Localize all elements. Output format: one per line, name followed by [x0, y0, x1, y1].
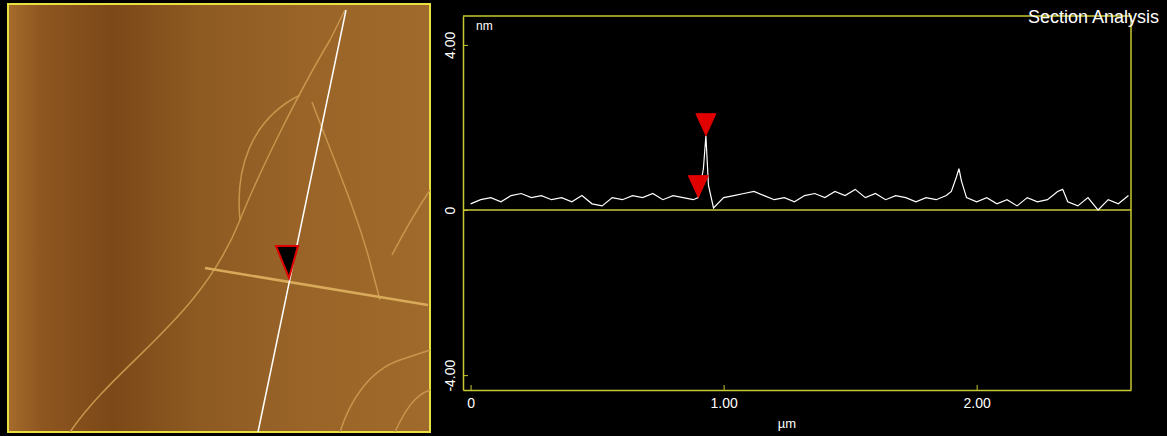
x-tick: 2.00	[964, 385, 991, 411]
y-tick-mark	[463, 45, 468, 46]
y-tick-mark	[463, 375, 468, 376]
fibre	[205, 268, 428, 305]
cursor-marker	[696, 114, 716, 136]
cursor-marker	[688, 176, 708, 198]
x-tick: 0	[467, 385, 475, 411]
y-tick-label: 0	[442, 206, 458, 214]
y-tick-label: -4.00	[442, 359, 458, 391]
fibre	[312, 102, 380, 300]
afm-image	[8, 4, 430, 432]
y-tick: -4.00	[442, 359, 468, 391]
section-line	[258, 10, 346, 432]
x-tick-mark	[977, 385, 978, 390]
x-tick-label: 1.00	[710, 395, 737, 411]
x-tick-label: 0	[467, 395, 475, 411]
title: Section Analysis	[1028, 7, 1159, 27]
afm-image-frame	[8, 4, 430, 432]
x-tick-mark	[724, 385, 725, 390]
x-tick-label: 2.00	[964, 395, 991, 411]
y-axis-line	[463, 17, 465, 391]
fibre	[70, 10, 345, 432]
section-cursor	[276, 246, 298, 278]
background	[0, 0, 1167, 436]
x-axis-line	[464, 390, 1132, 392]
x-tick: 1.00	[710, 385, 737, 411]
y-tick: 4.00	[442, 32, 468, 59]
figure: -4.00 0 4.00 0 1.00 2.00 Section Analysis nm µm	[0, 0, 1167, 436]
x-tick-mark	[471, 385, 472, 390]
y-tick-mark	[463, 210, 468, 211]
y-tick: 0	[442, 206, 468, 214]
y-tick-label: 4.00	[442, 32, 458, 59]
y-axis: -4.00 0 4.00	[442, 17, 468, 392]
profile-line	[471, 136, 1129, 210]
zero-line	[463, 209, 1131, 211]
x-axis: 0 1.00 2.00	[464, 385, 1132, 411]
fibre	[239, 95, 300, 220]
y-axis-title: nm	[476, 19, 493, 33]
plot-marks	[471, 114, 1129, 210]
fibre	[340, 350, 430, 432]
fibre	[395, 390, 430, 432]
plot-frame	[463, 16, 1131, 390]
x-axis-title: µm	[778, 416, 796, 431]
fibre	[392, 190, 430, 255]
